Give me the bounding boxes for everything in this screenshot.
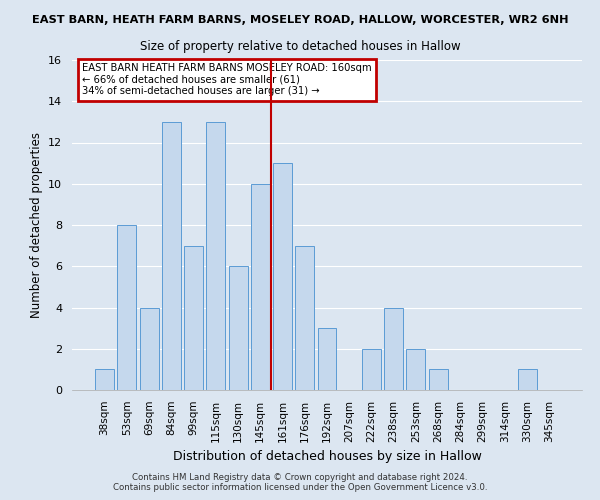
- Bar: [429, 370, 448, 390]
- Bar: [206, 122, 225, 390]
- Bar: [295, 246, 314, 390]
- Bar: [362, 349, 381, 390]
- Bar: [406, 349, 425, 390]
- Bar: [317, 328, 337, 390]
- Bar: [140, 308, 158, 390]
- Text: EAST BARN HEATH FARM BARNS MOSELEY ROAD: 160sqm
← 66% of detached houses are sma: EAST BARN HEATH FARM BARNS MOSELEY ROAD:…: [82, 64, 372, 96]
- Y-axis label: Number of detached properties: Number of detached properties: [29, 132, 43, 318]
- X-axis label: Distribution of detached houses by size in Hallow: Distribution of detached houses by size …: [173, 450, 481, 463]
- Text: Size of property relative to detached houses in Hallow: Size of property relative to detached ho…: [140, 40, 460, 53]
- Bar: [118, 225, 136, 390]
- Text: Contains HM Land Registry data © Crown copyright and database right 2024.
Contai: Contains HM Land Registry data © Crown c…: [113, 473, 487, 492]
- Bar: [273, 163, 292, 390]
- Text: EAST BARN, HEATH FARM BARNS, MOSELEY ROAD, HALLOW, WORCESTER, WR2 6NH: EAST BARN, HEATH FARM BARNS, MOSELEY ROA…: [32, 15, 568, 25]
- Bar: [384, 308, 403, 390]
- Bar: [229, 266, 248, 390]
- Bar: [162, 122, 181, 390]
- Bar: [251, 184, 270, 390]
- Bar: [184, 246, 203, 390]
- Bar: [95, 370, 114, 390]
- Bar: [518, 370, 536, 390]
